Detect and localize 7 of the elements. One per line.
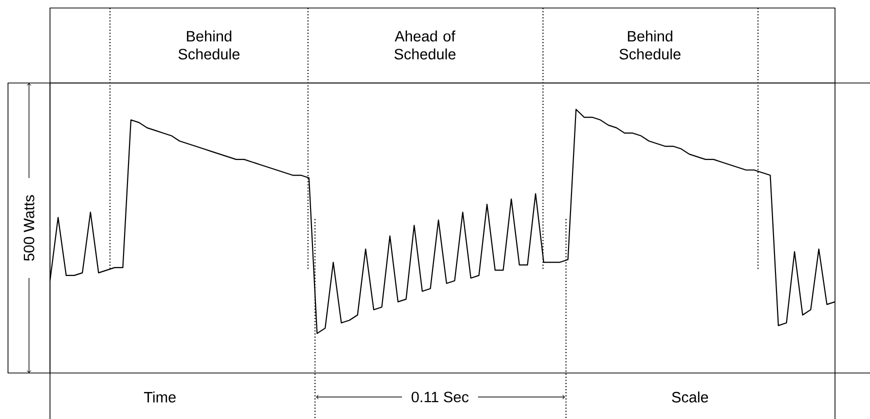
text: Behind Schedule [178,30,240,60]
text: Scale [672,392,708,402]
text: Ahead of Schedule [394,30,456,60]
text: Behind Schedule [620,30,680,60]
text: Time [144,392,176,402]
text: 500 Watts [24,195,34,261]
text: 0.11 Sec [412,392,469,402]
